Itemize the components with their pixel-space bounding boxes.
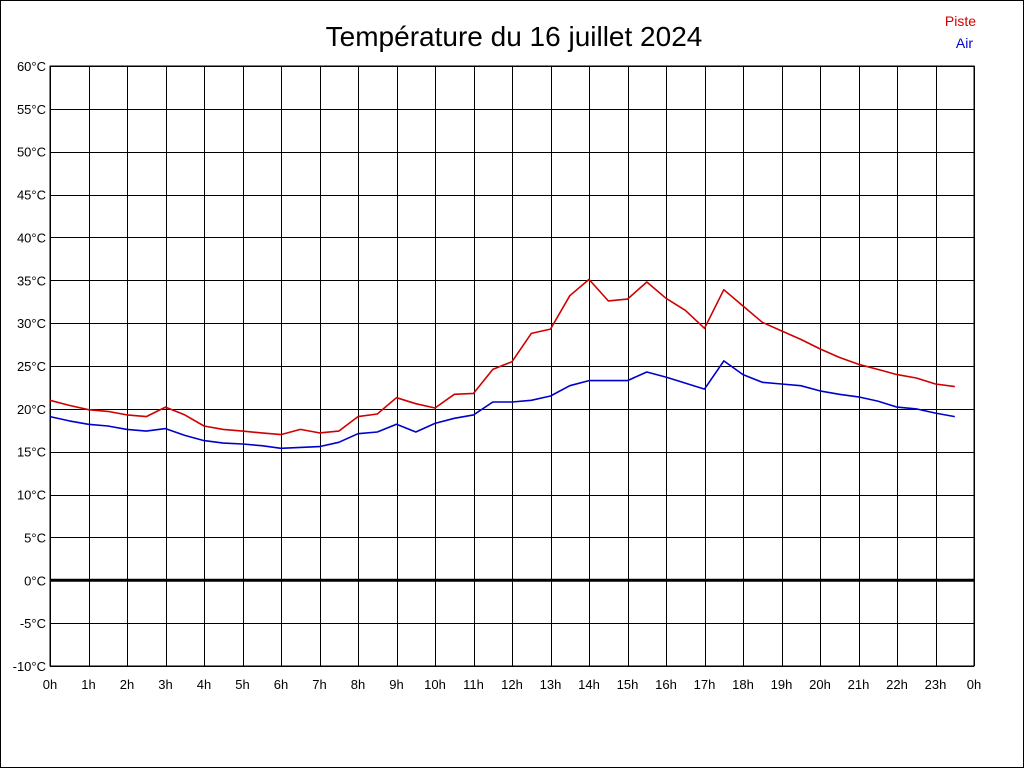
x-tick-label: 18h xyxy=(732,677,754,692)
y-tick-label: 40°C xyxy=(17,230,46,245)
y-tick-label: 60°C xyxy=(17,59,46,74)
x-tick-label: 4h xyxy=(197,677,211,692)
x-tick-label: 1h xyxy=(81,677,95,692)
x-tick-label: 2h xyxy=(120,677,134,692)
y-tick-label: 25°C xyxy=(17,359,46,374)
chart-title: Température du 16 juillet 2024 xyxy=(326,21,703,52)
series-line-air xyxy=(49,360,955,450)
legend: Piste Air xyxy=(945,13,976,51)
y-tick-label: 10°C xyxy=(17,488,46,503)
series-line-piste xyxy=(49,278,955,436)
x-tick-label: 0h xyxy=(43,677,57,692)
y-tick-label: -10°C xyxy=(13,659,46,674)
series-lines xyxy=(49,278,955,450)
x-tick-label: 8h xyxy=(351,677,365,692)
x-tick-label: 12h xyxy=(501,677,523,692)
x-tick-label: 5h xyxy=(235,677,249,692)
x-tick-label: 7h xyxy=(312,677,326,692)
legend-item-piste: Piste xyxy=(945,13,976,29)
x-tick-label: 0h xyxy=(967,677,981,692)
x-tick-label: 3h xyxy=(158,677,172,692)
axis-tick-labels: 0h 1h 2h 3h 4h 5h 6h 7h 8h 9h 10h 11h 12h 13h 14h 15h 16… xyxy=(13,59,982,692)
y-tick-label: -5°C xyxy=(20,616,46,631)
y-tick-label: 45°C xyxy=(17,188,46,203)
x-tick-label: 16h xyxy=(655,677,677,692)
x-tick-label: 21h xyxy=(848,677,870,692)
x-tick-label: 13h xyxy=(540,677,562,692)
y-tick-label: 5°C xyxy=(24,530,46,545)
x-tick-label: 6h xyxy=(274,677,288,692)
x-tick-label: 20h xyxy=(809,677,831,692)
x-tick-label: 9h xyxy=(389,677,403,692)
y-tick-label: 20°C xyxy=(17,402,46,417)
x-tick-label: 22h xyxy=(886,677,908,692)
y-tick-label: 15°C xyxy=(17,445,46,460)
x-tick-label: 10h xyxy=(424,677,446,692)
y-tick-label: 55°C xyxy=(17,102,46,117)
y-tick-label: 0°C xyxy=(24,573,46,588)
grid xyxy=(49,65,975,667)
x-tick-label: 23h xyxy=(925,677,947,692)
x-tick-label: 17h xyxy=(694,677,716,692)
y-tick-label: 30°C xyxy=(17,316,46,331)
x-tick-label: 15h xyxy=(617,677,639,692)
y-tick-label: 50°C xyxy=(17,145,46,160)
x-tick-label: 11h xyxy=(463,677,484,692)
legend-item-air: Air xyxy=(956,35,973,51)
y-tick-label: 35°C xyxy=(17,273,46,288)
x-tick-label: 19h xyxy=(771,677,793,692)
x-tick-label: 14h xyxy=(578,677,600,692)
